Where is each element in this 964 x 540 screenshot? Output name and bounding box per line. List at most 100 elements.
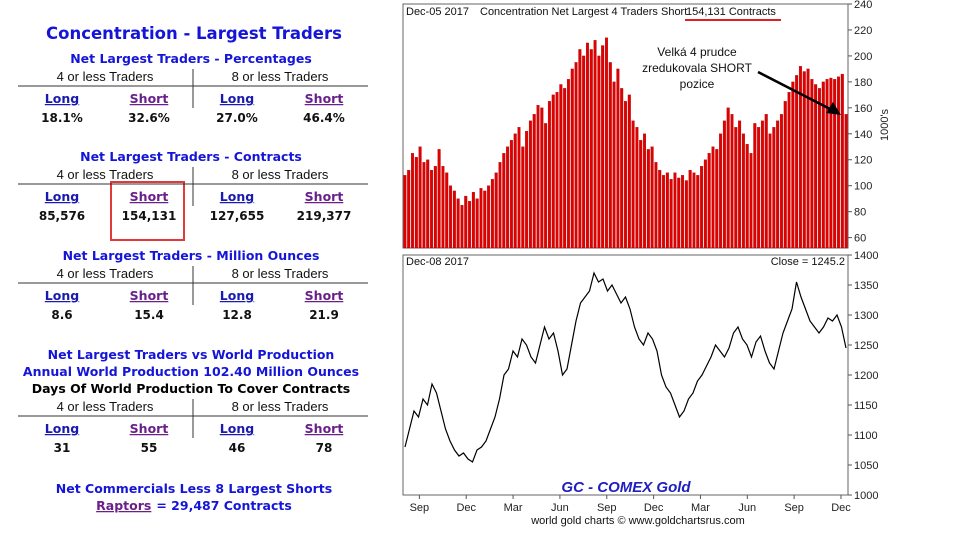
bar (658, 169, 662, 249)
y-tick-label: 140 (854, 129, 872, 141)
bar (840, 73, 844, 249)
group-label: 8 or less Traders (232, 399, 329, 414)
bar (414, 156, 418, 249)
y-tick-label: 240 (854, 0, 872, 11)
bar (722, 120, 726, 249)
column-header[interactable]: Long (220, 421, 254, 436)
y-tick-label: 1400 (854, 250, 878, 262)
bar (817, 88, 821, 249)
bar (483, 190, 487, 249)
column-header[interactable]: Short (305, 288, 344, 303)
bar (608, 62, 612, 249)
y-tick-label: 1000 (854, 490, 878, 502)
bar (795, 75, 799, 249)
column-header[interactable]: Long (220, 288, 254, 303)
bar (528, 120, 532, 249)
bar (570, 68, 574, 249)
bar (802, 71, 806, 249)
bar (433, 166, 437, 249)
column-header[interactable]: Long (45, 421, 79, 436)
bar (525, 131, 529, 249)
bar (589, 49, 593, 249)
y-tick-label: 1050 (854, 460, 878, 472)
bar (547, 101, 551, 249)
column-header[interactable]: Short (130, 91, 169, 106)
bar (437, 149, 441, 249)
bar (753, 123, 757, 249)
column-header[interactable]: Short (130, 421, 169, 436)
bar (643, 133, 646, 249)
cell-value: 154,131 (122, 209, 177, 223)
y-tick-label: 1200 (854, 370, 878, 382)
bar (540, 107, 544, 249)
cell-value: 78 (316, 441, 333, 455)
column-header[interactable]: Long (45, 288, 79, 303)
bar (464, 195, 468, 249)
column-header[interactable]: Short (305, 189, 344, 204)
bar (471, 192, 475, 249)
highlight-box (110, 181, 185, 241)
y-tick-label: 1100 (854, 430, 878, 442)
bar (536, 105, 540, 249)
column-header[interactable]: Short (130, 189, 169, 204)
chart-title-highlight: 154,131 Contracts (686, 6, 776, 18)
bar (411, 153, 414, 249)
bar (734, 127, 738, 249)
cell-value: 18.1% (41, 111, 83, 125)
bar (468, 201, 472, 249)
column-header[interactable]: Long (220, 189, 254, 204)
bar (730, 114, 734, 249)
bar (605, 37, 608, 249)
bar (688, 169, 692, 249)
bar (764, 114, 768, 249)
bar (837, 76, 840, 249)
bar (487, 185, 491, 249)
bar (635, 127, 639, 249)
section-heading: Net Largest Traders vs World Production (48, 347, 335, 362)
bar (700, 166, 704, 249)
y-tick-label: 120 (854, 155, 872, 167)
column-header[interactable]: Short (305, 421, 344, 436)
y-tick-label: 60 (854, 233, 866, 245)
bar (559, 84, 563, 249)
column-header[interactable]: Long (45, 91, 79, 106)
column-header[interactable]: Short (305, 91, 344, 106)
bar (772, 127, 776, 249)
column-header[interactable]: Short (130, 288, 169, 303)
annotation: pozice (680, 77, 715, 91)
bar (612, 81, 616, 249)
y-tick-label: 220 (854, 25, 872, 37)
bar (650, 146, 654, 249)
bar (506, 146, 510, 249)
close-label: Close = 1245.2 (771, 256, 845, 268)
annotation-arrow (757, 70, 833, 112)
bar (787, 92, 791, 249)
cell-value: 85,576 (39, 209, 85, 223)
bar (715, 149, 719, 249)
column-header[interactable]: Long (45, 189, 79, 204)
bar (460, 205, 464, 249)
bar (498, 162, 502, 249)
column-header[interactable]: Long (220, 91, 254, 106)
bar (403, 175, 407, 249)
cell-value: 32.6% (128, 111, 170, 125)
group-label: 4 or less Traders (57, 266, 154, 281)
raptors-value: = 29,487 Contracts (156, 498, 291, 513)
bar (449, 185, 453, 249)
bar (681, 175, 685, 249)
bar (593, 40, 597, 249)
bar (821, 81, 825, 249)
bar (791, 81, 795, 249)
bar (673, 172, 677, 249)
cell-value: 12.8 (222, 308, 252, 322)
y-tick-label: 100 (854, 181, 872, 193)
raptors-link[interactable]: Raptors (96, 498, 151, 513)
bar (597, 55, 601, 249)
bar (551, 94, 555, 249)
cell-value: 21.9 (309, 308, 339, 322)
price-line (404, 271, 847, 463)
bar (441, 166, 445, 249)
group-label: 8 or less Traders (232, 167, 329, 182)
bar (479, 188, 483, 249)
